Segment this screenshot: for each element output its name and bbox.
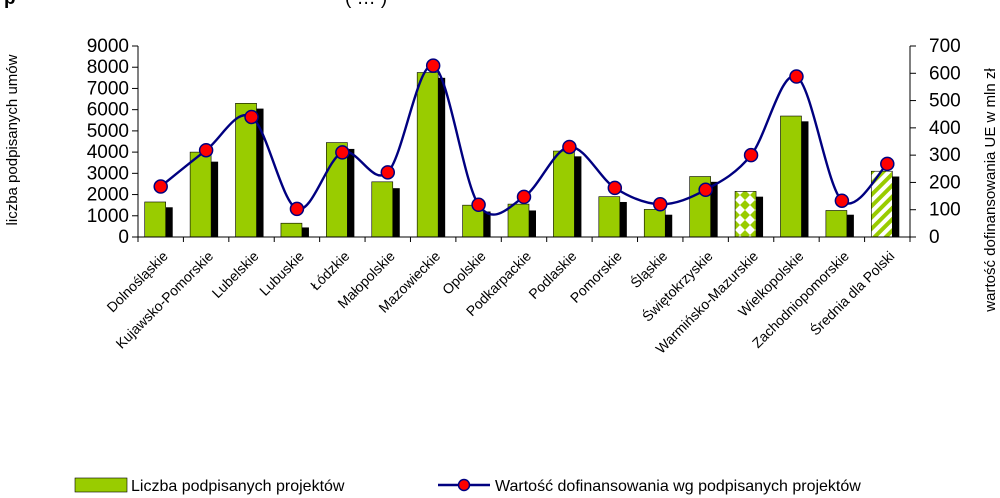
bar-shadow [708, 181, 718, 237]
left-tick-label: 7000 [87, 78, 129, 99]
bar [144, 201, 167, 238]
bar-shadow [436, 77, 446, 237]
right-tick-label: 600 [929, 63, 961, 84]
bar-shadow [754, 196, 764, 237]
left-axis-title: liczba podpisanych umów [4, 54, 21, 225]
category-label: Łódzkie [307, 248, 353, 294]
bar [371, 181, 394, 238]
bar-shadow [799, 121, 809, 237]
left-tick-label: 5000 [87, 121, 129, 142]
right-tick-label: 100 [929, 200, 961, 221]
right-tick-label: 200 [929, 172, 961, 193]
line-marker [607, 180, 623, 196]
bar [598, 196, 621, 238]
line-marker [244, 109, 259, 125]
line-marker [198, 142, 214, 158]
bar [643, 209, 666, 238]
category-label: Lubuskie [256, 248, 307, 299]
bar-shadow [572, 156, 582, 237]
bar [780, 115, 802, 238]
bar-shadow [209, 161, 219, 237]
legend-bar-label: Liczba podpisanych projektów [131, 478, 345, 495]
line-marker [834, 193, 850, 208]
bar-shadow [299, 227, 309, 237]
line-marker [698, 182, 713, 198]
legend-line-marker [457, 478, 471, 492]
bar [553, 150, 575, 238]
right-tick-label: 700 [929, 36, 961, 57]
right-tick-label: 400 [929, 118, 961, 139]
bar-shadow [254, 108, 264, 237]
bar-shadow [617, 201, 627, 237]
left-tick-label: 6000 [87, 100, 129, 121]
bar [734, 191, 757, 238]
title-fragment-right: ( … ) [345, 0, 387, 9]
bar [825, 210, 848, 238]
bar [507, 203, 530, 238]
bar [416, 72, 439, 238]
category-label: Średnia dla Polski [806, 247, 897, 338]
left-tick-label: 0 [118, 227, 129, 248]
bar-shadow [163, 207, 173, 237]
line-marker [425, 58, 441, 73]
line-group [153, 58, 895, 217]
line-marker [743, 147, 759, 163]
left-tick-label: 1000 [87, 206, 129, 227]
line-series [159, 64, 889, 216]
legend: Liczba podpisanych projektów Wartość dofi… [74, 477, 861, 495]
left-tick-label: 8000 [87, 57, 129, 78]
right-tick-label: 300 [929, 145, 961, 166]
left-tick-label: 2000 [87, 185, 129, 206]
bar-shadow [481, 211, 491, 237]
bar-shadow [890, 176, 900, 237]
line-marker [153, 179, 168, 194]
right-tick-label: 500 [929, 91, 961, 112]
bar-shadow [345, 148, 355, 237]
bar-shadow [527, 210, 536, 237]
line-marker [471, 197, 486, 213]
line-marker [289, 201, 305, 217]
left-tick-label: 4000 [87, 142, 129, 163]
line-marker [335, 145, 350, 160]
legend-line-label: Wartość dofinansowania wg podpisanych pr… [495, 478, 861, 495]
bar-shadow [390, 188, 400, 237]
bar-shadow [844, 214, 854, 237]
bars-group [144, 72, 900, 238]
line-marker [562, 139, 577, 155]
category-label: Lubelskie [209, 248, 262, 301]
line-marker [380, 165, 396, 180]
legend-bar-swatch [74, 477, 128, 493]
category-label: Śląskie [626, 247, 670, 291]
bar-shadow [663, 214, 673, 237]
line-marker [652, 197, 668, 212]
title-fragment-left: p [4, 0, 16, 9]
line-marker [880, 156, 895, 172]
bar [280, 222, 303, 238]
left-tick-label: 3000 [87, 163, 129, 184]
labels-group: DolnośląskieKujawsko-PomorskieLubelskieL… [103, 247, 897, 357]
line-marker [516, 189, 532, 205]
line-marker [789, 69, 804, 84]
axes-group: 0100020003000400050006000700080009000010… [4, 36, 999, 313]
right-axis-title: wartość dofinansowania UE w mln zł [982, 68, 999, 313]
left-tick-label: 9000 [87, 36, 129, 57]
bar [189, 151, 212, 238]
right-tick-label: 0 [929, 227, 940, 248]
